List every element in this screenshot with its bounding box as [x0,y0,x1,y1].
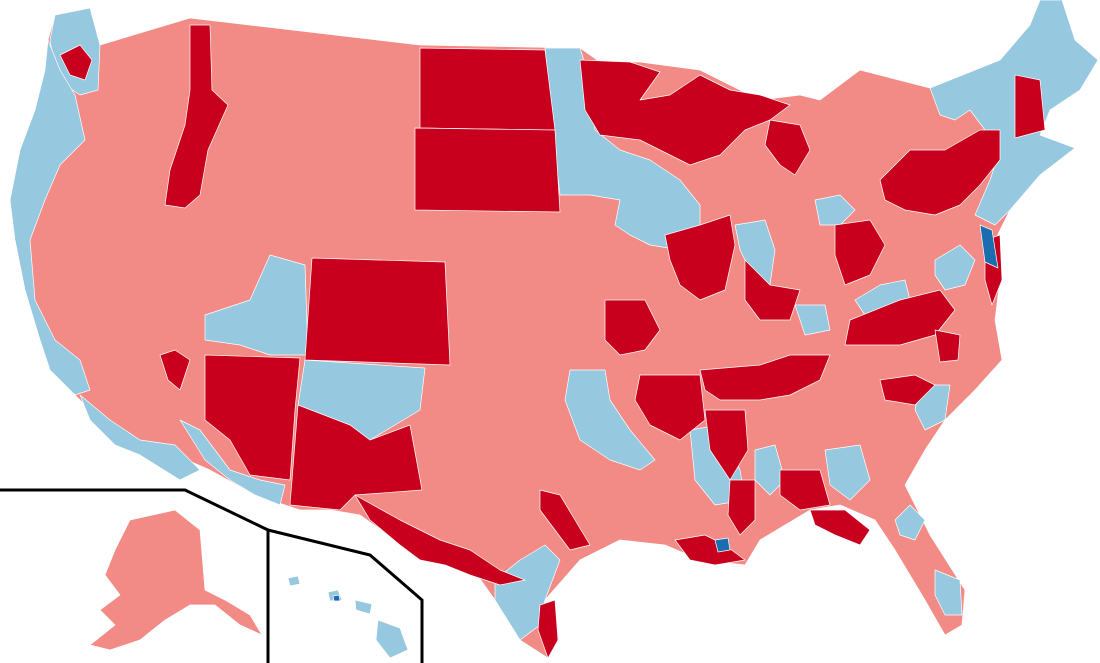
district-tennessee [699,354,831,401]
district-florida-panhandle [809,509,871,546]
district-mid-south [564,369,656,471]
district-south-dakota [414,127,561,213]
district-texas-south-tip [537,599,559,659]
district-texas-east [539,489,591,551]
district-pacific-coast [9,39,91,396]
district-alabama-north [779,469,831,511]
district-florida-central [894,504,926,541]
hawaii [287,575,409,659]
district-louisiana [674,534,746,566]
district-new-hampshire [1014,74,1046,139]
district-ohio-central [834,219,886,286]
district-north-dakota [419,47,556,131]
hawaii-kauai [287,575,301,587]
district-florida-south [934,569,963,616]
hawaii-maui [354,599,373,615]
district-north-carolina-east [934,329,961,363]
district-delaware [979,224,999,269]
district-texas-south [494,544,561,641]
district-texas-west [354,494,526,586]
alaska [89,509,263,651]
district-alabama-black-belt [754,444,786,496]
district-nevada-small [159,349,191,391]
district-mississippi [704,409,749,481]
district-california-south [79,394,201,481]
district-south-carolina [879,374,936,406]
alaska-inset-border [0,488,270,663]
district-alabama-south [727,479,756,536]
district-michigan-detroit [814,194,856,226]
district-arkansas [634,374,706,441]
strong-republican-districts [59,24,1046,659]
district-arizona-south [179,419,286,506]
district-northeast [929,0,1099,226]
hawaii-honolulu [332,594,341,602]
district-minnesota-wisconsin-north [579,59,791,166]
district-new-orleans [714,537,731,553]
district-indiana-south [744,259,801,321]
district-arizona [204,354,301,481]
district-missouri-central [604,299,661,356]
district-georgia-atlanta [824,444,871,501]
district-michigan-north [764,119,811,176]
hawaii-big-island [375,619,409,659]
hawaii-inset-border [267,528,424,663]
district-pennsylvania-ny [879,129,1001,216]
district-kentucky-central [794,304,831,336]
district-colorado [304,257,451,366]
district-wa-central [59,44,93,81]
strong-democrat-districts [714,224,999,553]
district-new-mexico-south [289,404,423,511]
district-kentucky-virginia [844,289,956,346]
district-iowa-illinois [664,214,736,301]
district-idaho-oregon-strip [164,24,229,209]
district-virginia-north [934,244,976,291]
